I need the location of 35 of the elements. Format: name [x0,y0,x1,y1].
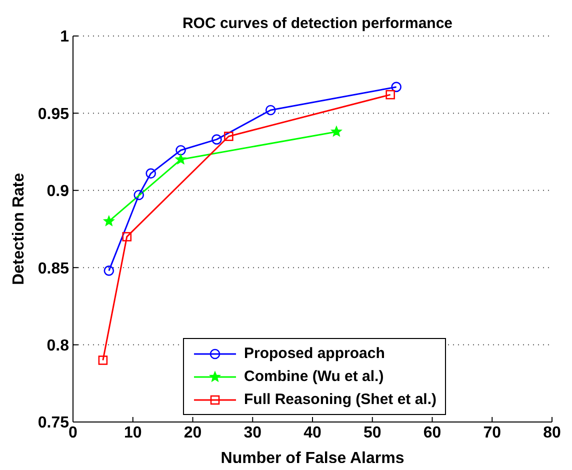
y-tick-label: 0.95 [38,106,70,123]
point [386,90,395,100]
legend-label: Proposed approach [244,345,385,362]
legend-label: Full Reasoning (Shet et al.) [244,391,437,408]
x-tick-label: 40 [304,424,322,442]
point [224,132,234,142]
point [391,82,402,92]
x-tick-label: 0 [68,424,78,442]
point [176,145,186,156]
y-tick-label: 0.75 [38,414,70,432]
point [104,216,114,226]
point [134,190,144,200]
y-tick-label: 1 [60,28,70,46]
point [212,134,222,145]
y-tick-label: 0.8 [46,337,70,354]
y-tick-label: 0.9 [46,183,70,200]
point [176,154,186,164]
point [331,126,342,136]
point [98,356,108,365]
x-tick-label: 50 [363,424,382,442]
x-tick-label: 60 [423,424,442,442]
point [146,168,156,179]
x-tick-label: 20 [184,424,202,442]
point [265,104,276,116]
point [104,266,114,276]
y-axis-title: Detection Rate [10,172,28,286]
y-tick-label: 0.85 [38,260,70,278]
x-tick-label: 10 [124,424,142,442]
x-tick-label: 30 [244,424,262,442]
point [122,232,132,242]
x-tick-label: 70 [483,424,502,442]
chart-title: ROC curves of detection performance [182,15,453,32]
legend-label: Combine (Wu et al.) [244,368,384,385]
x-tick-label: 80 [543,424,561,442]
x-axis-title: Number of False Alarms [220,450,404,467]
